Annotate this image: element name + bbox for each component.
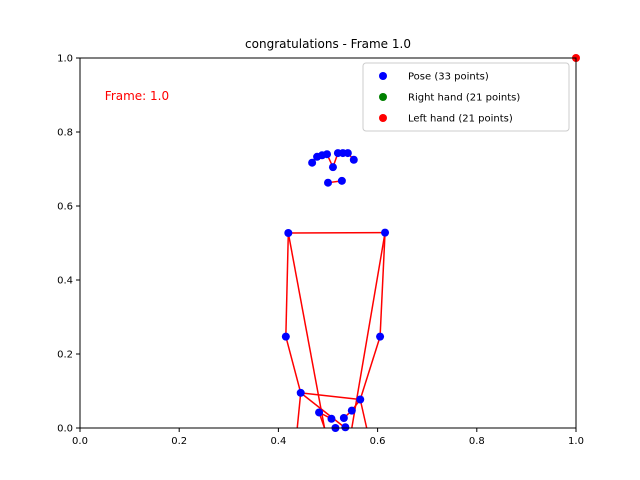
- landmark-point: [376, 332, 385, 341]
- chart-title: congratulations - Frame 1.0: [245, 37, 411, 51]
- frame-annotation: Frame: 1.0: [105, 89, 169, 103]
- y-tick-label: 0.8: [57, 128, 73, 139]
- x-tick-label: 0.2: [171, 436, 187, 447]
- y-tick-label: 0.2: [57, 350, 73, 361]
- landmark-point: [328, 163, 337, 172]
- legend-label: Right hand (21 points): [408, 93, 520, 104]
- y-tick-label: 0.0: [57, 424, 73, 435]
- legend-items: Pose (33 points) Right hand (21 points) Le…: [379, 72, 520, 125]
- legend-label: Left hand (21 points): [408, 114, 513, 125]
- x-tick-label: 1.0: [568, 436, 584, 447]
- connection-line: [351, 232, 386, 428]
- legend-marker: [379, 114, 387, 122]
- connection-line: [285, 232, 290, 337]
- x-axis: 0.0 0.2 0.4 0.6 0.8 1.0: [72, 428, 584, 447]
- connection-line: [296, 392, 302, 428]
- connection-line: [359, 336, 381, 400]
- landmark-point: [356, 395, 365, 404]
- landmark-point: [281, 332, 290, 341]
- connection-line: [359, 399, 368, 428]
- x-tick-label: 0.0: [72, 436, 88, 447]
- legend-box: [362, 62, 570, 132]
- y-tick-label: 0.6: [57, 202, 73, 213]
- landmark-point: [284, 229, 293, 238]
- landmark-point: [341, 423, 350, 432]
- plot-area: [281, 54, 580, 432]
- landmark-point: [349, 155, 358, 164]
- legend-marker: [379, 93, 387, 101]
- connection-line: [379, 232, 386, 337]
- connection-line: [300, 392, 346, 428]
- landmark-point: [323, 150, 332, 159]
- y-axis: 0.0 0.2 0.4 0.6 0.8 1.0: [57, 54, 80, 435]
- landmark-point: [343, 149, 352, 158]
- x-tick-label: 0.8: [469, 436, 485, 447]
- landmark-point: [381, 228, 390, 237]
- plot-frame: [79, 57, 577, 429]
- landmark-point: [347, 406, 356, 415]
- landmark-point: [327, 414, 336, 423]
- landmark-point: [296, 388, 305, 397]
- legend-label: Pose (33 points): [408, 72, 489, 83]
- landmark-points: [281, 54, 580, 432]
- y-tick-label: 0.4: [57, 276, 73, 287]
- landmark-point: [308, 158, 317, 167]
- x-tick-label: 0.6: [370, 436, 386, 447]
- landmark-point: [315, 408, 324, 417]
- landmark-point: [337, 176, 346, 185]
- y-tick-label: 1.0: [57, 54, 73, 65]
- connection-line: [300, 392, 361, 401]
- landmark-point: [339, 414, 348, 423]
- legend: Pose (33 points) Right hand (21 points) Le…: [362, 62, 570, 132]
- connection-line: [285, 336, 302, 394]
- legend-marker: [379, 72, 387, 80]
- landmark-point: [324, 178, 332, 187]
- x-tick-label: 0.4: [270, 436, 286, 447]
